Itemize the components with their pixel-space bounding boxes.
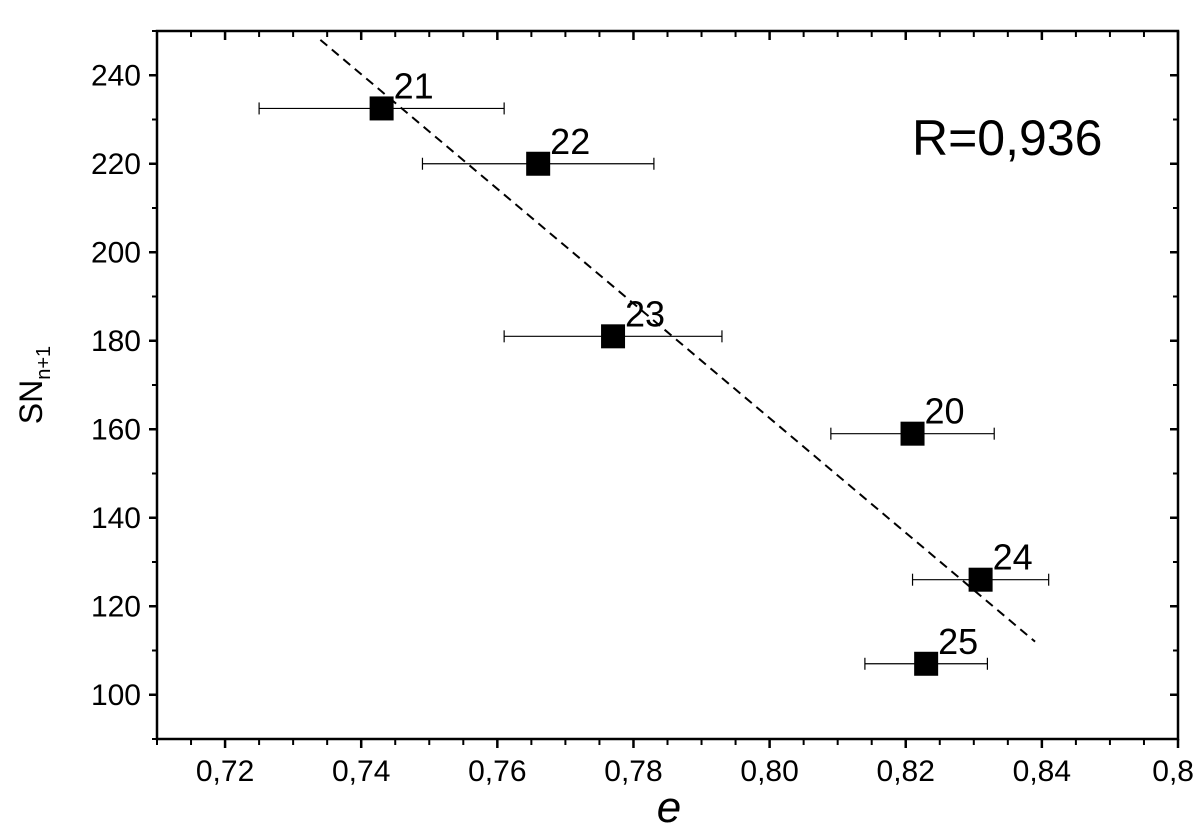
y-tick-label: 240 [91, 59, 141, 92]
y-axis-label-main: SN [13, 380, 49, 424]
y-tick-label: 220 [91, 148, 141, 181]
fit-line-group [319, 39, 1036, 643]
x-tick-label: 0,76 [468, 755, 526, 788]
data-point [968, 567, 993, 592]
data-point [369, 96, 394, 121]
fit-line [319, 39, 1036, 643]
x-tick-label: 0,74 [332, 755, 390, 788]
data-point [601, 324, 626, 349]
point-label: 25 [938, 621, 978, 662]
r-annotation: R=0,936 [912, 110, 1102, 166]
x-tick-label: 0,80 [740, 755, 798, 788]
point-label: 22 [550, 121, 590, 162]
x-axis-label: e [657, 783, 681, 832]
y-tick-label: 120 [91, 590, 141, 623]
point-label: 20 [925, 391, 965, 432]
y-tick-label: 180 [91, 325, 141, 358]
point-label: 24 [993, 537, 1033, 578]
x-axis-ticks: 0,72 0,74 0,76 0,78 0,80 0,82 0,84 0,8 [156, 31, 1194, 788]
y-axis-label: SNn+1 [13, 346, 55, 424]
point-label: 23 [625, 293, 665, 334]
y-tick-label: 160 [91, 413, 141, 446]
point-label: 21 [394, 65, 434, 106]
y-tick-label: 140 [91, 502, 141, 535]
y-axis-ticks: 100 120 140 160 180 200 220 240 [91, 30, 1178, 740]
x-tick-label: 0,8 [1152, 755, 1194, 788]
data-point [900, 421, 925, 446]
data-points: 21 22 23 20 24 25 [258, 65, 1050, 676]
y-tick-label: 200 [91, 236, 141, 269]
y-tick-label: 100 [91, 679, 141, 712]
x-tick-label: 0,78 [604, 755, 662, 788]
x-tick-label: 0,82 [877, 755, 935, 788]
x-tick-label: 0,84 [1013, 755, 1071, 788]
data-point [526, 151, 551, 176]
y-axis-label-subscript: n+1 [33, 346, 55, 380]
data-point [914, 651, 939, 676]
x-tick-label: 0,72 [196, 755, 254, 788]
